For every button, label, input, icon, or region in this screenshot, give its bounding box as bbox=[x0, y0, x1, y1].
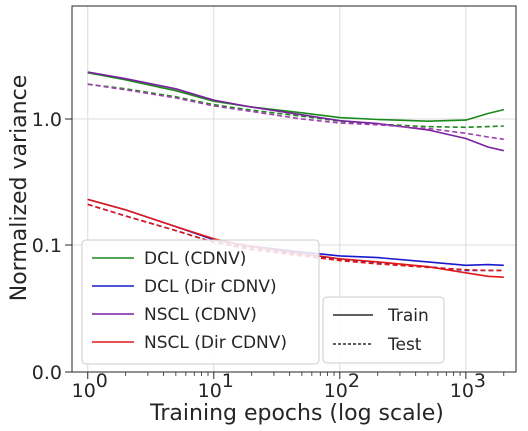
series-line bbox=[87, 203, 504, 272]
x-tick-label: 10 bbox=[72, 380, 96, 402]
legend-label: NSCL (Dir CDNV) bbox=[144, 333, 287, 353]
series-line bbox=[87, 83, 504, 141]
legend-box bbox=[81, 239, 320, 365]
legend-label: Train bbox=[387, 306, 429, 326]
legend-style: Train Test bbox=[322, 296, 445, 364]
y-tick-label: 1.0 bbox=[32, 109, 62, 131]
x-tick-exponent: 3 bbox=[474, 370, 486, 392]
x-tick-exponent: 2 bbox=[348, 370, 360, 392]
x-tick-label: 10 bbox=[198, 380, 222, 402]
series-line bbox=[87, 198, 504, 278]
x-axis-label: Training epochs (log scale) bbox=[149, 401, 444, 426]
y-tick-label: 0.1 bbox=[32, 235, 62, 257]
legend-label: DCL (Dir CDNV) bbox=[144, 277, 277, 297]
y-axis-label: Normalized variance bbox=[7, 75, 32, 301]
x-tick-label: 10 bbox=[450, 380, 474, 402]
legend-label: DCL (CDNV) bbox=[144, 249, 246, 269]
legend-label: NSCL (CDNV) bbox=[144, 305, 257, 325]
series-line bbox=[87, 83, 504, 129]
legend-box bbox=[322, 296, 445, 364]
y-tick-label: 0.0 bbox=[32, 362, 62, 384]
legend-series: DCL (CDNV) DCL (Dir CDNV) NSCL (CDNV) NSCL … bbox=[81, 239, 320, 365]
x-tick-label: 10 bbox=[324, 380, 348, 402]
plot-frame bbox=[71, 5, 517, 373]
legend-label: Test bbox=[387, 335, 422, 355]
series-line bbox=[87, 71, 504, 122]
series-line bbox=[87, 71, 504, 152]
x-tick-exponent: 0 bbox=[96, 370, 108, 392]
x-tick-exponent: 1 bbox=[222, 370, 234, 392]
